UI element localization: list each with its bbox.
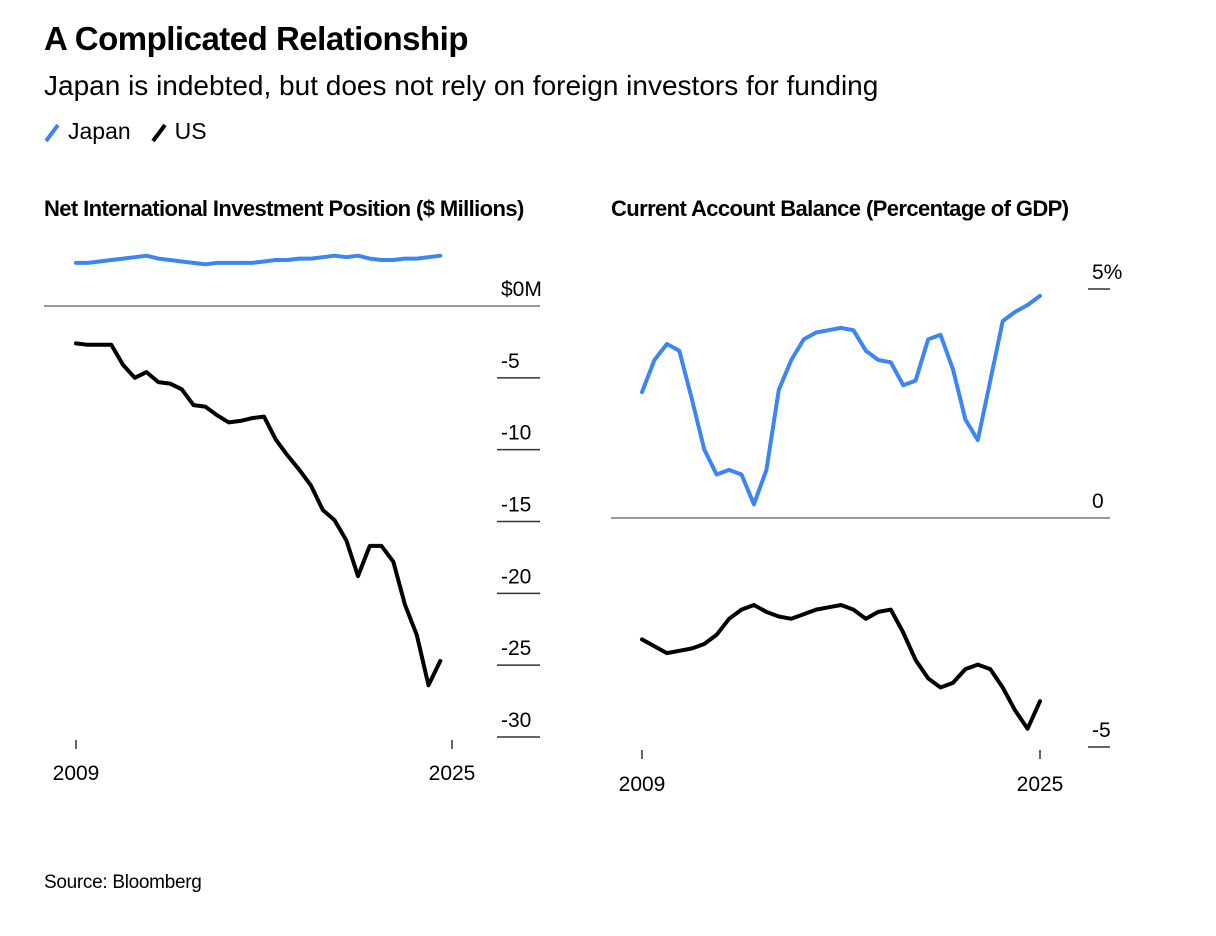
y-tick-label: -10: [501, 422, 531, 445]
x-tick-label: 2025: [1017, 773, 1064, 796]
legend-swatch: [151, 123, 167, 142]
x-tick-label: 2025: [429, 762, 476, 785]
series-line: [640, 293, 1042, 507]
y-tick-label: 0: [1092, 490, 1104, 513]
y-tick-label: -5: [501, 350, 520, 373]
y-tick-label: -5: [1092, 719, 1111, 742]
x-tick-label: 2009: [619, 773, 666, 796]
series-line: [640, 603, 1042, 731]
chart-title: Net International Investment Position ($…: [44, 196, 524, 221]
title: A Complicated Relationship: [44, 20, 469, 57]
y-tick-label: -25: [501, 637, 531, 660]
legend: Japan US: [44, 118, 207, 145]
legend-item: Japan: [44, 118, 131, 145]
chart-title: Current Account Balance (Percentage of G…: [611, 196, 1069, 221]
series-line: [74, 253, 443, 267]
y-tick-label: -20: [501, 565, 531, 588]
series-line: [74, 341, 443, 688]
legend-label: US: [174, 118, 207, 144]
legend-item: US: [151, 118, 207, 145]
x-tick-label: 2009: [53, 762, 100, 785]
y-tick-label: -30: [501, 709, 531, 732]
y-tick-label: -15: [501, 494, 531, 517]
y-tick-label: 5%: [1092, 261, 1122, 284]
legend-label: Japan: [68, 118, 131, 144]
y-tick-label: $0M: [501, 278, 542, 301]
source: Source: Bloomberg: [44, 872, 202, 893]
legend-swatch: [44, 123, 60, 142]
subtitle: Japan is indebted, but does not rely on …: [44, 70, 879, 101]
